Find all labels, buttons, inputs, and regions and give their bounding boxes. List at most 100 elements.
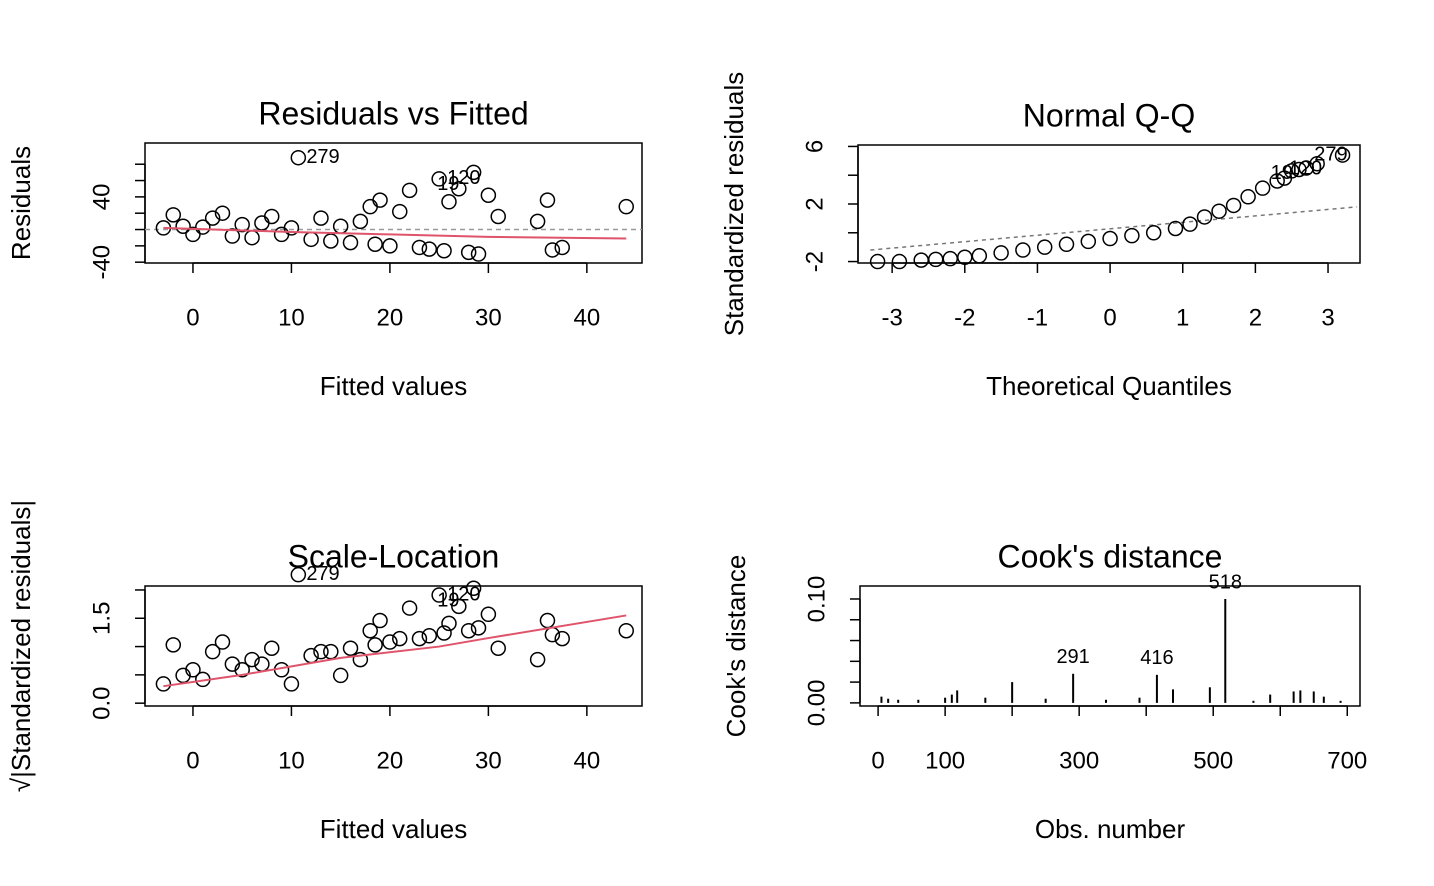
point [465, 164, 482, 181]
point [234, 216, 250, 233]
x-axis-label: Obs. number [1035, 814, 1186, 844]
point [1283, 163, 1300, 179]
point [175, 218, 191, 235]
point [362, 198, 378, 215]
x-tick-label: 0 [186, 304, 199, 331]
point [1102, 230, 1118, 247]
point [1196, 209, 1213, 225]
point [480, 606, 497, 623]
point [367, 236, 383, 252]
x-tick-label: 10 [278, 304, 305, 331]
point-label: 120 [1289, 158, 1322, 180]
point-label: 19 [437, 173, 459, 195]
x-tick-label: 30 [475, 304, 502, 331]
point [1225, 197, 1242, 214]
y-tick-label: -40 [88, 245, 115, 280]
x-tick-label: -3 [881, 304, 902, 331]
point [1254, 180, 1271, 196]
x-tick-label: 0 [1103, 304, 1116, 331]
point [470, 246, 487, 262]
point [214, 205, 231, 221]
point [539, 192, 556, 208]
point [155, 676, 172, 692]
point [1182, 216, 1198, 232]
point [313, 210, 329, 226]
point [441, 615, 457, 632]
point [460, 244, 477, 261]
y-axis-label: √|Standardized residuals| [6, 500, 36, 792]
x-tick-label: -2 [954, 304, 975, 331]
point [1167, 220, 1184, 237]
point [554, 239, 570, 256]
point [927, 251, 944, 268]
panel-title: Cook's distance [998, 538, 1223, 574]
point [214, 634, 231, 650]
y-axis-label: Residuals [6, 146, 36, 260]
y-tick-label: 2 [801, 197, 828, 210]
x-tick-label: 0 [871, 747, 884, 774]
point [971, 248, 988, 264]
x-tick-label: 100 [925, 747, 965, 774]
point [436, 243, 452, 259]
x-tick-label: 3 [1321, 304, 1334, 331]
point [323, 643, 339, 660]
point [165, 637, 182, 653]
point [283, 676, 300, 692]
x-axis-label: Fitted values [320, 814, 467, 844]
point [342, 640, 359, 657]
y-tick-label: 1.5 [88, 602, 115, 635]
x-tick-label: 40 [574, 747, 601, 774]
panel-title: Residuals vs Fitted [258, 95, 528, 131]
point [441, 194, 457, 210]
point [1269, 173, 1285, 189]
y-axis-label: Cook's distance [721, 555, 751, 738]
point [1145, 225, 1162, 241]
point [1080, 233, 1097, 250]
point [234, 662, 250, 678]
point [490, 208, 506, 225]
plot-box [144, 142, 643, 264]
point [993, 245, 1009, 261]
point [1291, 161, 1307, 178]
plot-box [859, 585, 1361, 707]
point [490, 640, 506, 657]
point [224, 228, 241, 244]
x-tick-label: 40 [574, 304, 601, 331]
x-tick-label: -1 [1027, 304, 1048, 331]
point [263, 208, 280, 225]
x-tick-label: 0 [186, 747, 199, 774]
point [362, 622, 378, 639]
point-label: 19 [1271, 162, 1293, 184]
point [460, 622, 477, 639]
panel-title: Normal Q-Q [1023, 97, 1195, 133]
point [185, 226, 201, 243]
point [303, 231, 319, 248]
point [554, 630, 570, 647]
point [283, 220, 300, 236]
point [323, 233, 339, 249]
x-tick-label: 10 [278, 747, 305, 774]
point [618, 198, 634, 215]
point [392, 630, 408, 647]
point [290, 149, 307, 166]
point [332, 218, 349, 235]
point [382, 238, 398, 254]
point [1240, 189, 1256, 205]
point [1298, 160, 1314, 176]
point [411, 239, 428, 256]
point [195, 219, 211, 235]
point [244, 229, 260, 246]
point-label: 416 [1140, 647, 1173, 669]
point [290, 566, 307, 583]
y-tick-label: 6 [801, 140, 828, 153]
point [451, 598, 467, 615]
point [401, 600, 418, 616]
point-label: 279 [306, 146, 339, 168]
point [1036, 239, 1053, 255]
point [185, 662, 201, 678]
x-tick-label: 700 [1327, 747, 1367, 774]
point [352, 651, 369, 668]
point [165, 207, 182, 223]
